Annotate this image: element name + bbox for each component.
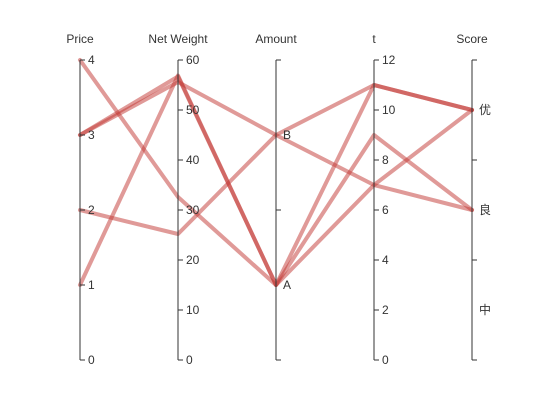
axis-amount: Amount A B: [255, 32, 297, 361]
tick-label: 10: [382, 103, 396, 117]
tick-label: 0: [186, 353, 193, 367]
axis-t: t 0 2 4 6 8 10 12: [372, 32, 395, 367]
tick-label: 0: [88, 353, 95, 367]
axis-name: Net Weight: [148, 32, 208, 46]
tick-label: 4: [382, 253, 389, 267]
tick-label: 1: [88, 278, 95, 292]
tick-label: 30: [186, 203, 200, 217]
tick-label: 40: [186, 153, 200, 167]
category-label: 良: [479, 202, 491, 217]
tick-label: 10: [186, 303, 200, 317]
tick-label: 12: [382, 53, 396, 67]
tick-label: 2: [382, 303, 389, 317]
axis-name: Amount: [255, 32, 297, 46]
category-label: B: [283, 128, 291, 142]
category-label: 中: [479, 302, 491, 317]
axis-name: t: [372, 32, 376, 46]
tick-label: 6: [382, 203, 389, 217]
tick-label: 4: [88, 53, 95, 67]
tick-label: 60: [186, 53, 200, 67]
tick-label: 0: [382, 353, 389, 367]
tick-label: 8: [382, 153, 389, 167]
axis-net-weight: Net Weight 0 10 20 30 40 50 60: [148, 32, 208, 367]
axis-price: Price 0 1 2 3 4: [66, 32, 95, 367]
category-label: A: [283, 278, 291, 292]
axis-name: Price: [66, 32, 94, 46]
category-label: 优: [479, 103, 491, 117]
tick-label: 3: [88, 128, 95, 142]
axis-score: Score 中 良 优: [456, 32, 491, 361]
axis-name: Score: [456, 32, 488, 46]
tick-label: 2: [88, 203, 95, 217]
tick-label: 50: [186, 103, 200, 117]
tick-label: 20: [186, 253, 200, 267]
